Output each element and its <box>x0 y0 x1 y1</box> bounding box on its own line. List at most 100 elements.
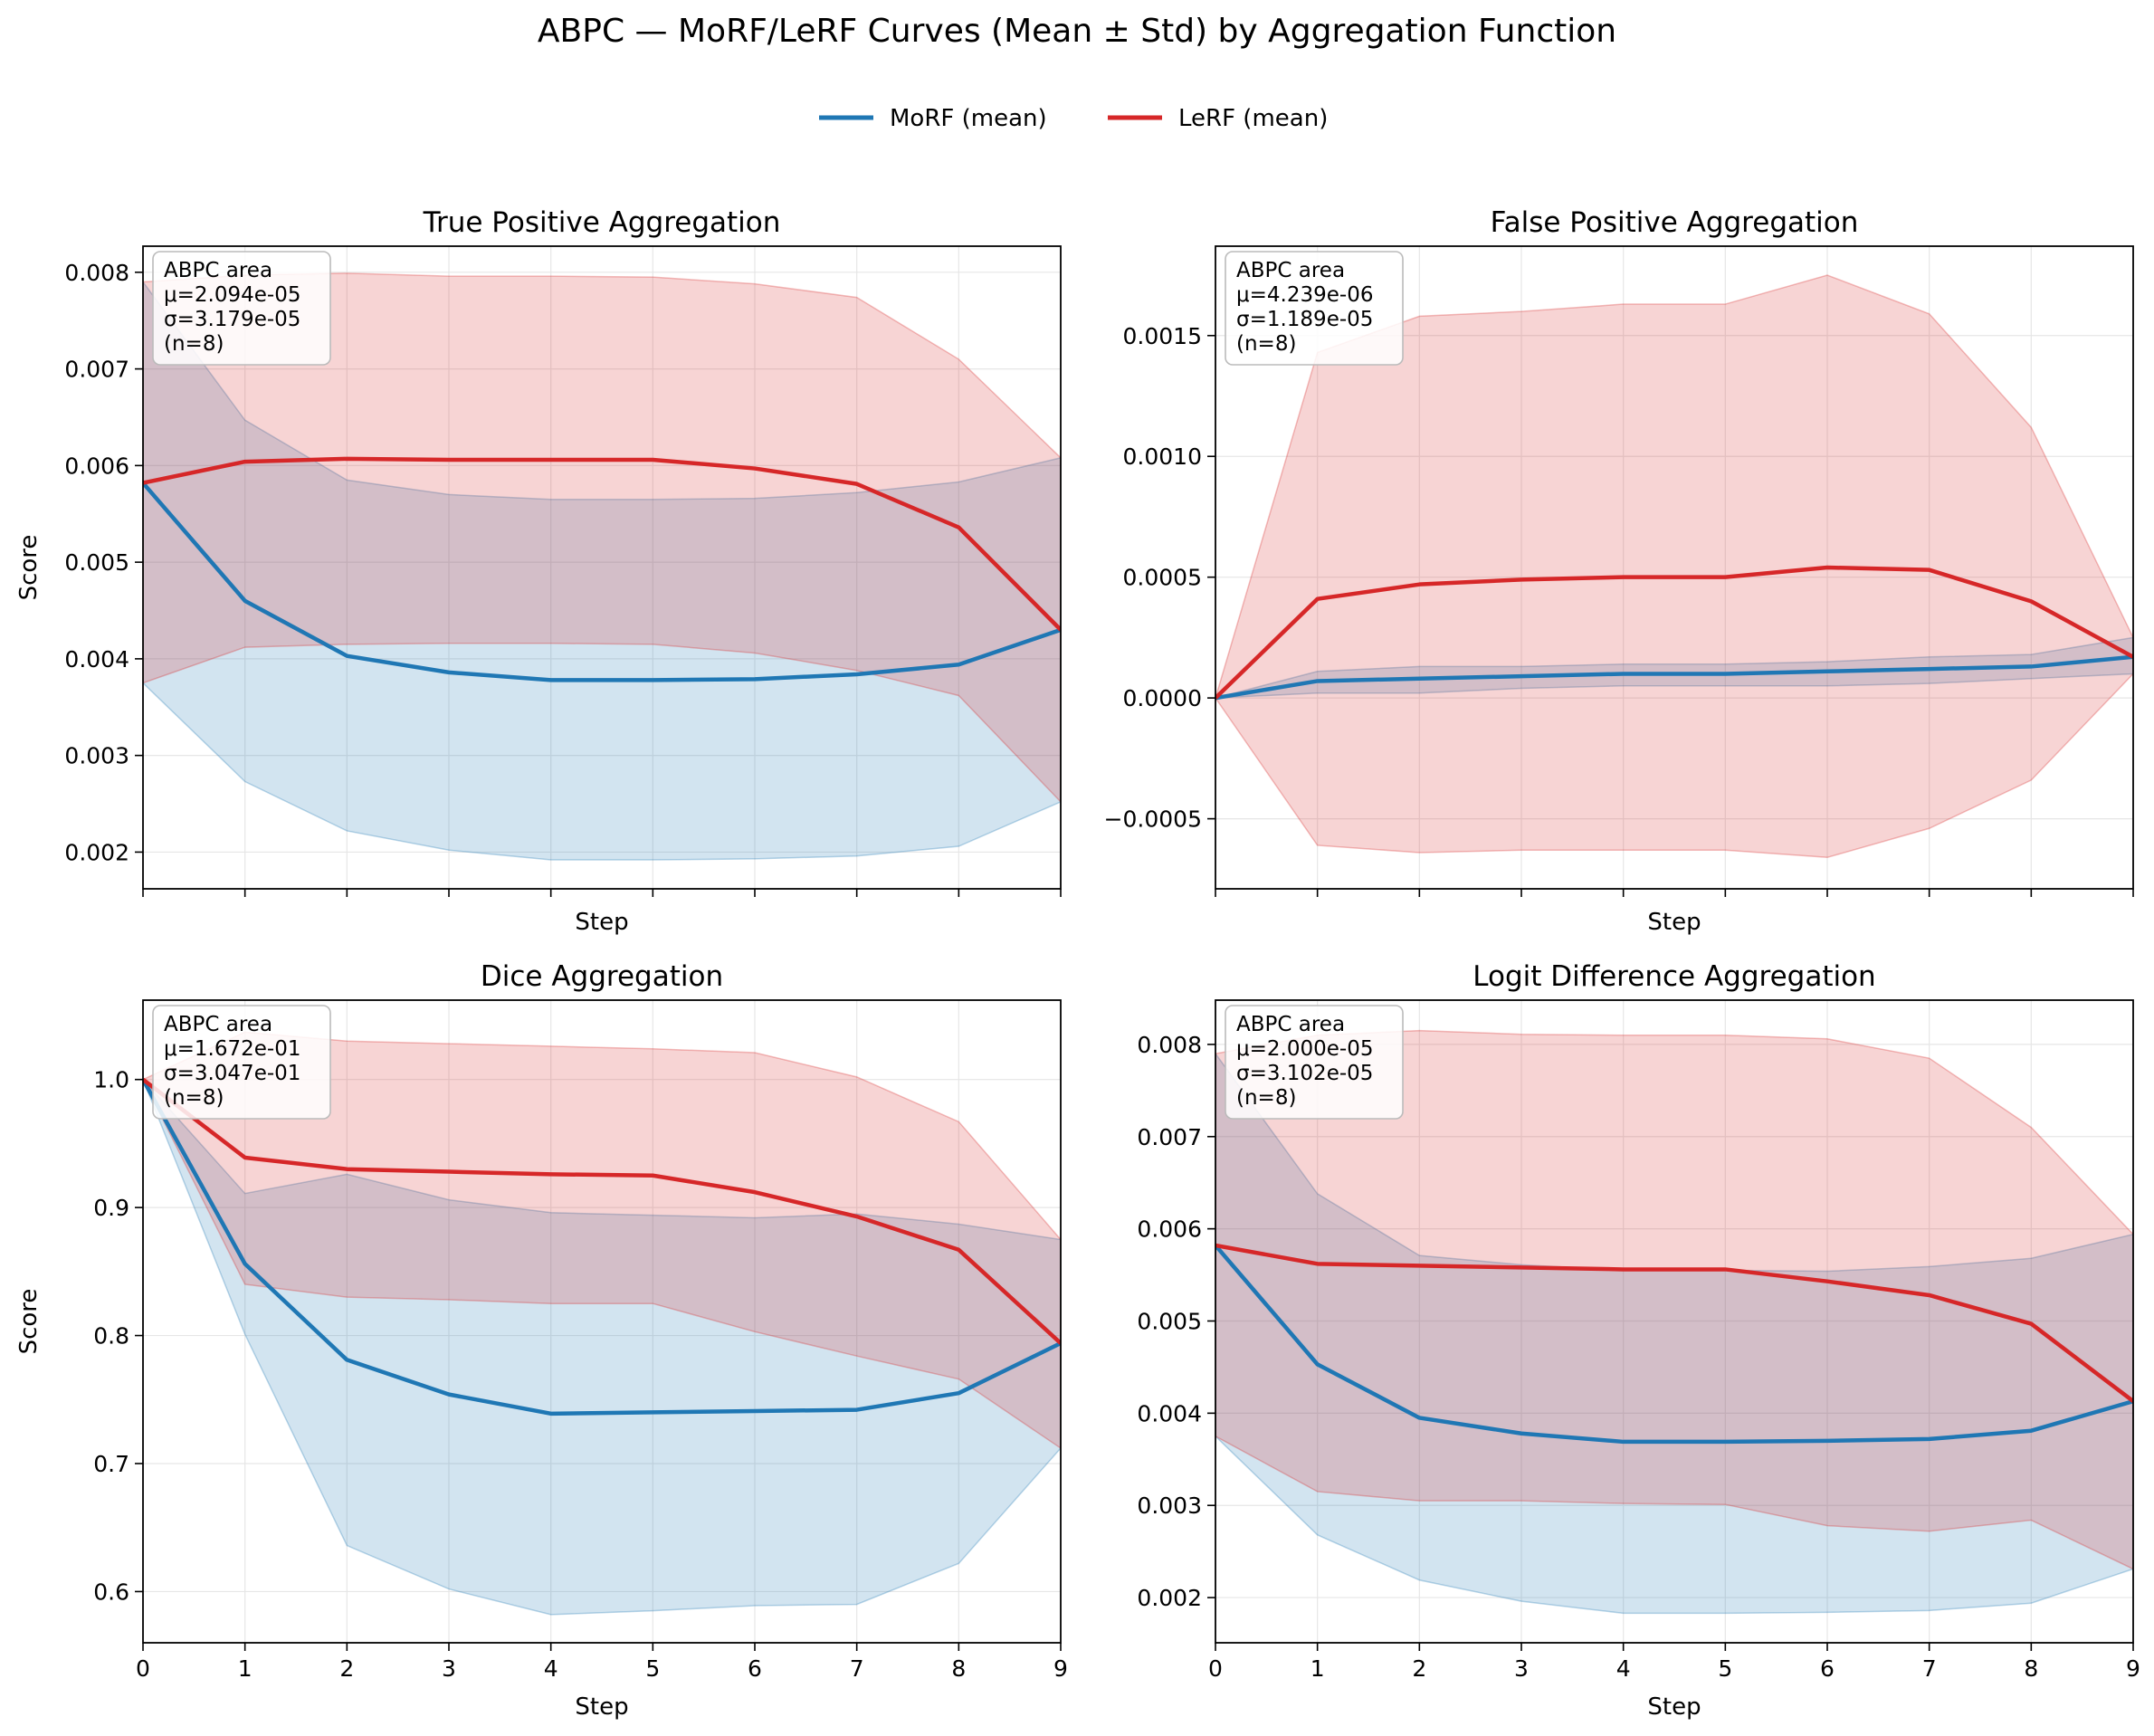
annotation-line: ABPC area <box>1236 1013 1345 1036</box>
x-tick-label: 0 <box>1208 1655 1223 1682</box>
std-band-morf <box>1215 636 2133 699</box>
x-axis-label: Step <box>575 1693 628 1721</box>
annotation-box <box>1225 251 1404 366</box>
x-axis-label: Step <box>1647 1693 1701 1721</box>
chart-panel-1: 0.002 0.003 0.004 0.005 0.006 0.007 0.008 True … <box>15 206 1062 936</box>
legend-label-lerf: LeRF (mean) <box>1178 105 1328 132</box>
y-tick-label: 0.002 <box>1137 1585 1202 1611</box>
x-tick-label: 7 <box>1922 1655 1937 1682</box>
y-tick-label: −0.0005 <box>1104 806 1202 833</box>
std-band-morf <box>143 281 1061 861</box>
y-tick-label: 0.0015 <box>1123 323 1202 349</box>
x-tick-label: 9 <box>2126 1655 2140 1682</box>
mean-line-morf <box>143 1078 1061 1416</box>
panel-title: Dice Aggregation <box>481 960 723 993</box>
y-tick-label: 0.008 <box>64 260 129 286</box>
plot-area <box>1215 274 2133 859</box>
y-tick-label: 0.005 <box>1137 1308 1202 1334</box>
figure-legend: MoRF (mean) LeRF (mean) <box>819 105 1328 132</box>
annotation-line: μ=4.239e-06 <box>1236 283 1373 307</box>
figure-title: ABPC — MoRF/LeRF Curves (Mean ± Std) by … <box>538 13 1616 50</box>
y-tick-label: 0.006 <box>64 453 129 479</box>
y-tick-label: 0.9 <box>93 1195 129 1221</box>
y-axis-label: Score <box>15 1289 43 1355</box>
x-tick-label: 8 <box>951 1655 966 1682</box>
y-tick-label: 0.008 <box>1137 1032 1202 1058</box>
mean-line-morf <box>1215 654 2133 701</box>
x-tick-label: 1 <box>1311 1655 1325 1682</box>
mean-line-lerf <box>143 1077 1061 1345</box>
x-tick-label: 6 <box>748 1655 762 1682</box>
plot-area <box>143 272 1061 861</box>
annotation-line: ABPC area <box>164 259 272 282</box>
x-tick-label: 2 <box>339 1655 354 1682</box>
y-tick-label: 0.004 <box>1137 1400 1202 1426</box>
x-tick-label: 1 <box>238 1655 253 1682</box>
plot-area <box>143 1031 1061 1616</box>
x-tick-label: 9 <box>1053 1655 1068 1682</box>
mean-line-morf <box>1215 1244 2133 1445</box>
std-band-lerf <box>143 1031 1061 1449</box>
legend-label-morf: MoRF (mean) <box>890 105 1047 132</box>
annotation-line: (n=8) <box>1236 1086 1296 1110</box>
y-tick-label: 0.006 <box>1137 1216 1202 1243</box>
annotation-box <box>152 251 331 366</box>
y-tick-label: 0.8 <box>93 1323 129 1350</box>
y-tick-label: 0.002 <box>64 839 129 865</box>
y-tick-label: 0.0010 <box>1123 444 1202 470</box>
annotation-line: (n=8) <box>164 332 224 356</box>
x-tick-label: 2 <box>1412 1655 1426 1682</box>
std-band-lerf <box>1215 1029 2133 1570</box>
annotation-line: ABPC area <box>1236 259 1345 282</box>
mean-line-lerf <box>143 456 1061 632</box>
y-tick-label: 0.007 <box>1137 1124 1202 1150</box>
std-band-lerf <box>1215 274 2133 859</box>
y-tick-label: 0.003 <box>1137 1493 1202 1519</box>
x-tick-label: 3 <box>442 1655 456 1682</box>
plot-frame <box>1215 245 2134 890</box>
y-tick-label: 1.0 <box>93 1067 129 1093</box>
panel-title: Logit Difference Aggregation <box>1473 960 1875 993</box>
mean-line-morf <box>143 482 1061 682</box>
annotation-box <box>1225 1005 1404 1120</box>
x-tick-label: 0 <box>136 1655 150 1682</box>
plot-area <box>1215 1029 2133 1615</box>
panel-title: True Positive Aggregation <box>423 206 781 239</box>
annotation-line: ABPC area <box>164 1013 272 1036</box>
annotation-line: (n=8) <box>1236 332 1296 356</box>
annotation-line: μ=2.000e-05 <box>1236 1037 1373 1061</box>
y-tick-label: 0.005 <box>64 549 129 576</box>
annotation-line: σ=1.189e-05 <box>1236 308 1373 331</box>
mean-line-lerf <box>1215 565 2133 700</box>
x-tick-label: 5 <box>645 1655 660 1682</box>
y-tick-label: 0.7 <box>93 1451 129 1477</box>
x-tick-label: 6 <box>1820 1655 1835 1682</box>
annotation-line: σ=3.102e-05 <box>1236 1062 1373 1085</box>
y-tick-label: 0.0000 <box>1123 685 1202 711</box>
x-tick-label: 5 <box>1718 1655 1732 1682</box>
x-tick-label: 7 <box>850 1655 864 1682</box>
annotation-box <box>152 1005 331 1120</box>
panel-title: False Positive Aggregation <box>1491 206 1859 239</box>
chart-panel-4: 0 1 2 3 4 5 6 7 8 9 0.002 0.003 0.004 0.005 0.006 0.007… <box>1137 960 2140 1721</box>
x-tick-label: 4 <box>544 1655 558 1682</box>
y-tick-label: 0.007 <box>64 357 129 383</box>
y-tick-label: 0.003 <box>64 743 129 769</box>
y-tick-label: 0.6 <box>93 1579 129 1605</box>
annotation-line: σ=3.179e-05 <box>164 308 300 331</box>
x-axis-label: Step <box>575 909 628 936</box>
plot-frame <box>142 245 1062 890</box>
x-tick-label: 8 <box>2024 1655 2038 1682</box>
y-tick-label: 0.0005 <box>1123 565 1202 591</box>
y-tick-label: 0.004 <box>64 646 129 672</box>
annotation-line: σ=3.047e-01 <box>164 1062 300 1085</box>
chart-panel-3: 0 1 2 3 4 5 6 7 8 9 0.6 0.7 0.8 0.9 1.0 Dice Aggregatio… <box>15 960 1068 1721</box>
x-axis-label: Step <box>1647 909 1701 936</box>
x-tick-label: 4 <box>1616 1655 1631 1682</box>
x-tick-label: 3 <box>1514 1655 1529 1682</box>
y-axis-label: Score <box>15 535 43 601</box>
annotation-line: (n=8) <box>164 1086 224 1110</box>
annotation-line: μ=1.672e-01 <box>164 1037 300 1061</box>
plot-frame <box>142 999 1062 1644</box>
chart-panel-2: −0.0005 0.0000 0.0005 0.0010 0.0015 False Pos… <box>1104 206 2134 936</box>
